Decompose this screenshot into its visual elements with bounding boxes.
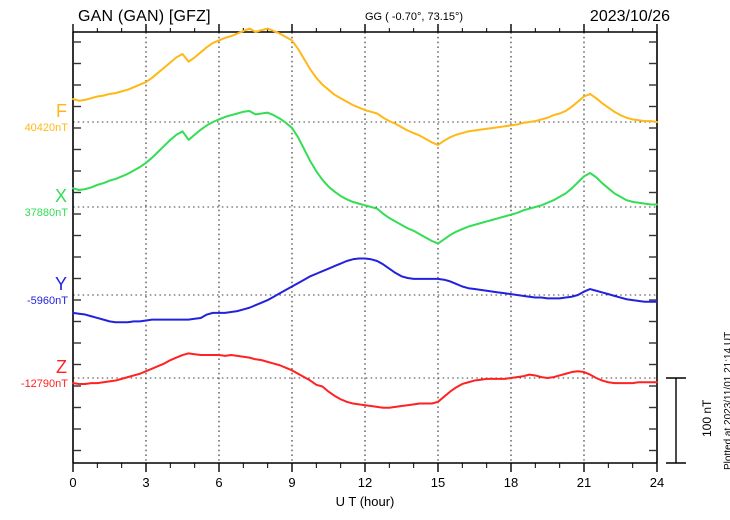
- observation-date: 2023/10/26: [589, 8, 670, 25]
- x-tick-label-24: 24: [649, 475, 665, 490]
- scale-bar-label: 100 nT: [700, 399, 714, 437]
- page-title: GAN (GAN) [GFZ]: [78, 8, 211, 25]
- x-tick-label-21: 21: [576, 475, 592, 490]
- component-label-f: F: [56, 101, 67, 121]
- x-tick-label-18: 18: [503, 475, 519, 490]
- component-label-y: Y: [54, 274, 67, 294]
- y-axis-ticks: [73, 41, 657, 452]
- scale-bar: [666, 377, 686, 464]
- baseline-gridlines: [73, 121, 657, 379]
- x-tick-label-0: 0: [69, 475, 77, 490]
- component-baseline-z: -12790nT: [20, 378, 68, 390]
- x-axis-title: U T (hour): [335, 494, 395, 509]
- component-baseline-f: 40420nT: [24, 122, 68, 134]
- component-label-x: X: [54, 186, 67, 206]
- geographic-coordinates: GG ( -0.70°, 73.15°): [365, 11, 464, 23]
- data-traces: [72, 27, 658, 409]
- x-tick-label-3: 3: [142, 475, 150, 490]
- component-baseline-x: 37880nT: [24, 207, 68, 219]
- component-label-z: Z: [56, 357, 67, 377]
- x-tick-label-15: 15: [430, 475, 446, 490]
- vertical-gridlines: [145, 32, 585, 463]
- x-tick-label-9: 9: [288, 475, 296, 490]
- component-baseline-y: -5960nT: [27, 295, 68, 307]
- x-tick-label-12: 12: [357, 475, 373, 490]
- x-tick-label-6: 6: [215, 475, 223, 490]
- plotted-timestamp: Plotted at 2023/11/01 21:14 UT: [723, 331, 730, 470]
